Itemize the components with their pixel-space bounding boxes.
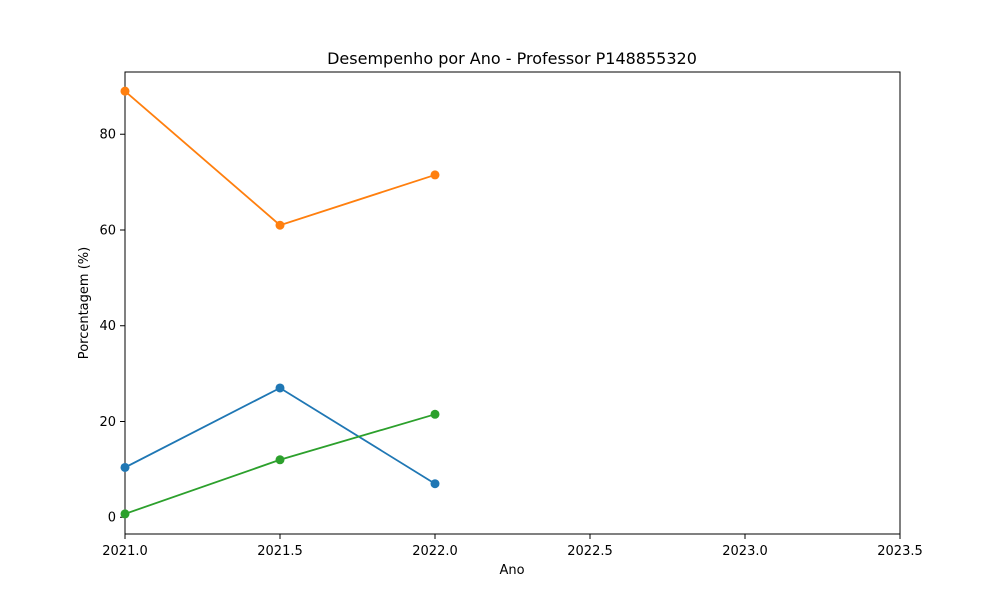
x-axis-ticks: 2021.0 2021.5 2022.0 2022.5 2023.0 2023.5 bbox=[102, 534, 923, 559]
y-axis-ticks: 0 20 40 60 80 bbox=[99, 128, 125, 526]
series-line bbox=[124, 90, 436, 227]
plot-area: 2021.0 2021.5 2022.0 2022.5 2023.0 2023.5 0 20… bbox=[99, 71, 923, 559]
y-axis-label: Porcentagem (%) bbox=[77, 247, 92, 359]
x-tick-label: 2021.0 bbox=[102, 544, 148, 559]
data-point bbox=[275, 455, 285, 465]
x-tick-label: 2022.0 bbox=[412, 544, 458, 559]
x-tick-label: 2023.5 bbox=[877, 544, 923, 559]
x-axis-label: Ano bbox=[499, 563, 524, 578]
y-tick-label: 40 bbox=[99, 319, 116, 334]
axes-frame bbox=[124, 71, 901, 535]
data-point bbox=[120, 462, 130, 472]
series-line bbox=[124, 386, 436, 485]
x-tick-label: 2023.0 bbox=[722, 544, 768, 559]
data-point bbox=[275, 383, 285, 393]
chart-title: Desempenho por Ano - Professor P14885532… bbox=[327, 49, 697, 68]
data-point bbox=[430, 409, 440, 419]
x-tick-label: 2022.5 bbox=[567, 544, 613, 559]
y-tick-label: 0 bbox=[108, 511, 116, 526]
y-tick-label: 20 bbox=[99, 415, 116, 430]
data-point bbox=[430, 479, 440, 489]
data-point bbox=[120, 509, 130, 519]
x-tick-label: 2021.5 bbox=[257, 544, 303, 559]
series-1 bbox=[120, 383, 440, 489]
data-point bbox=[120, 86, 130, 96]
series-3 bbox=[120, 409, 440, 519]
y-tick-label: 60 bbox=[99, 223, 116, 238]
y-tick-label: 80 bbox=[99, 128, 116, 143]
data-point bbox=[430, 170, 440, 180]
data-point bbox=[275, 220, 285, 230]
series-layer bbox=[120, 86, 440, 519]
series-2 bbox=[120, 86, 440, 230]
